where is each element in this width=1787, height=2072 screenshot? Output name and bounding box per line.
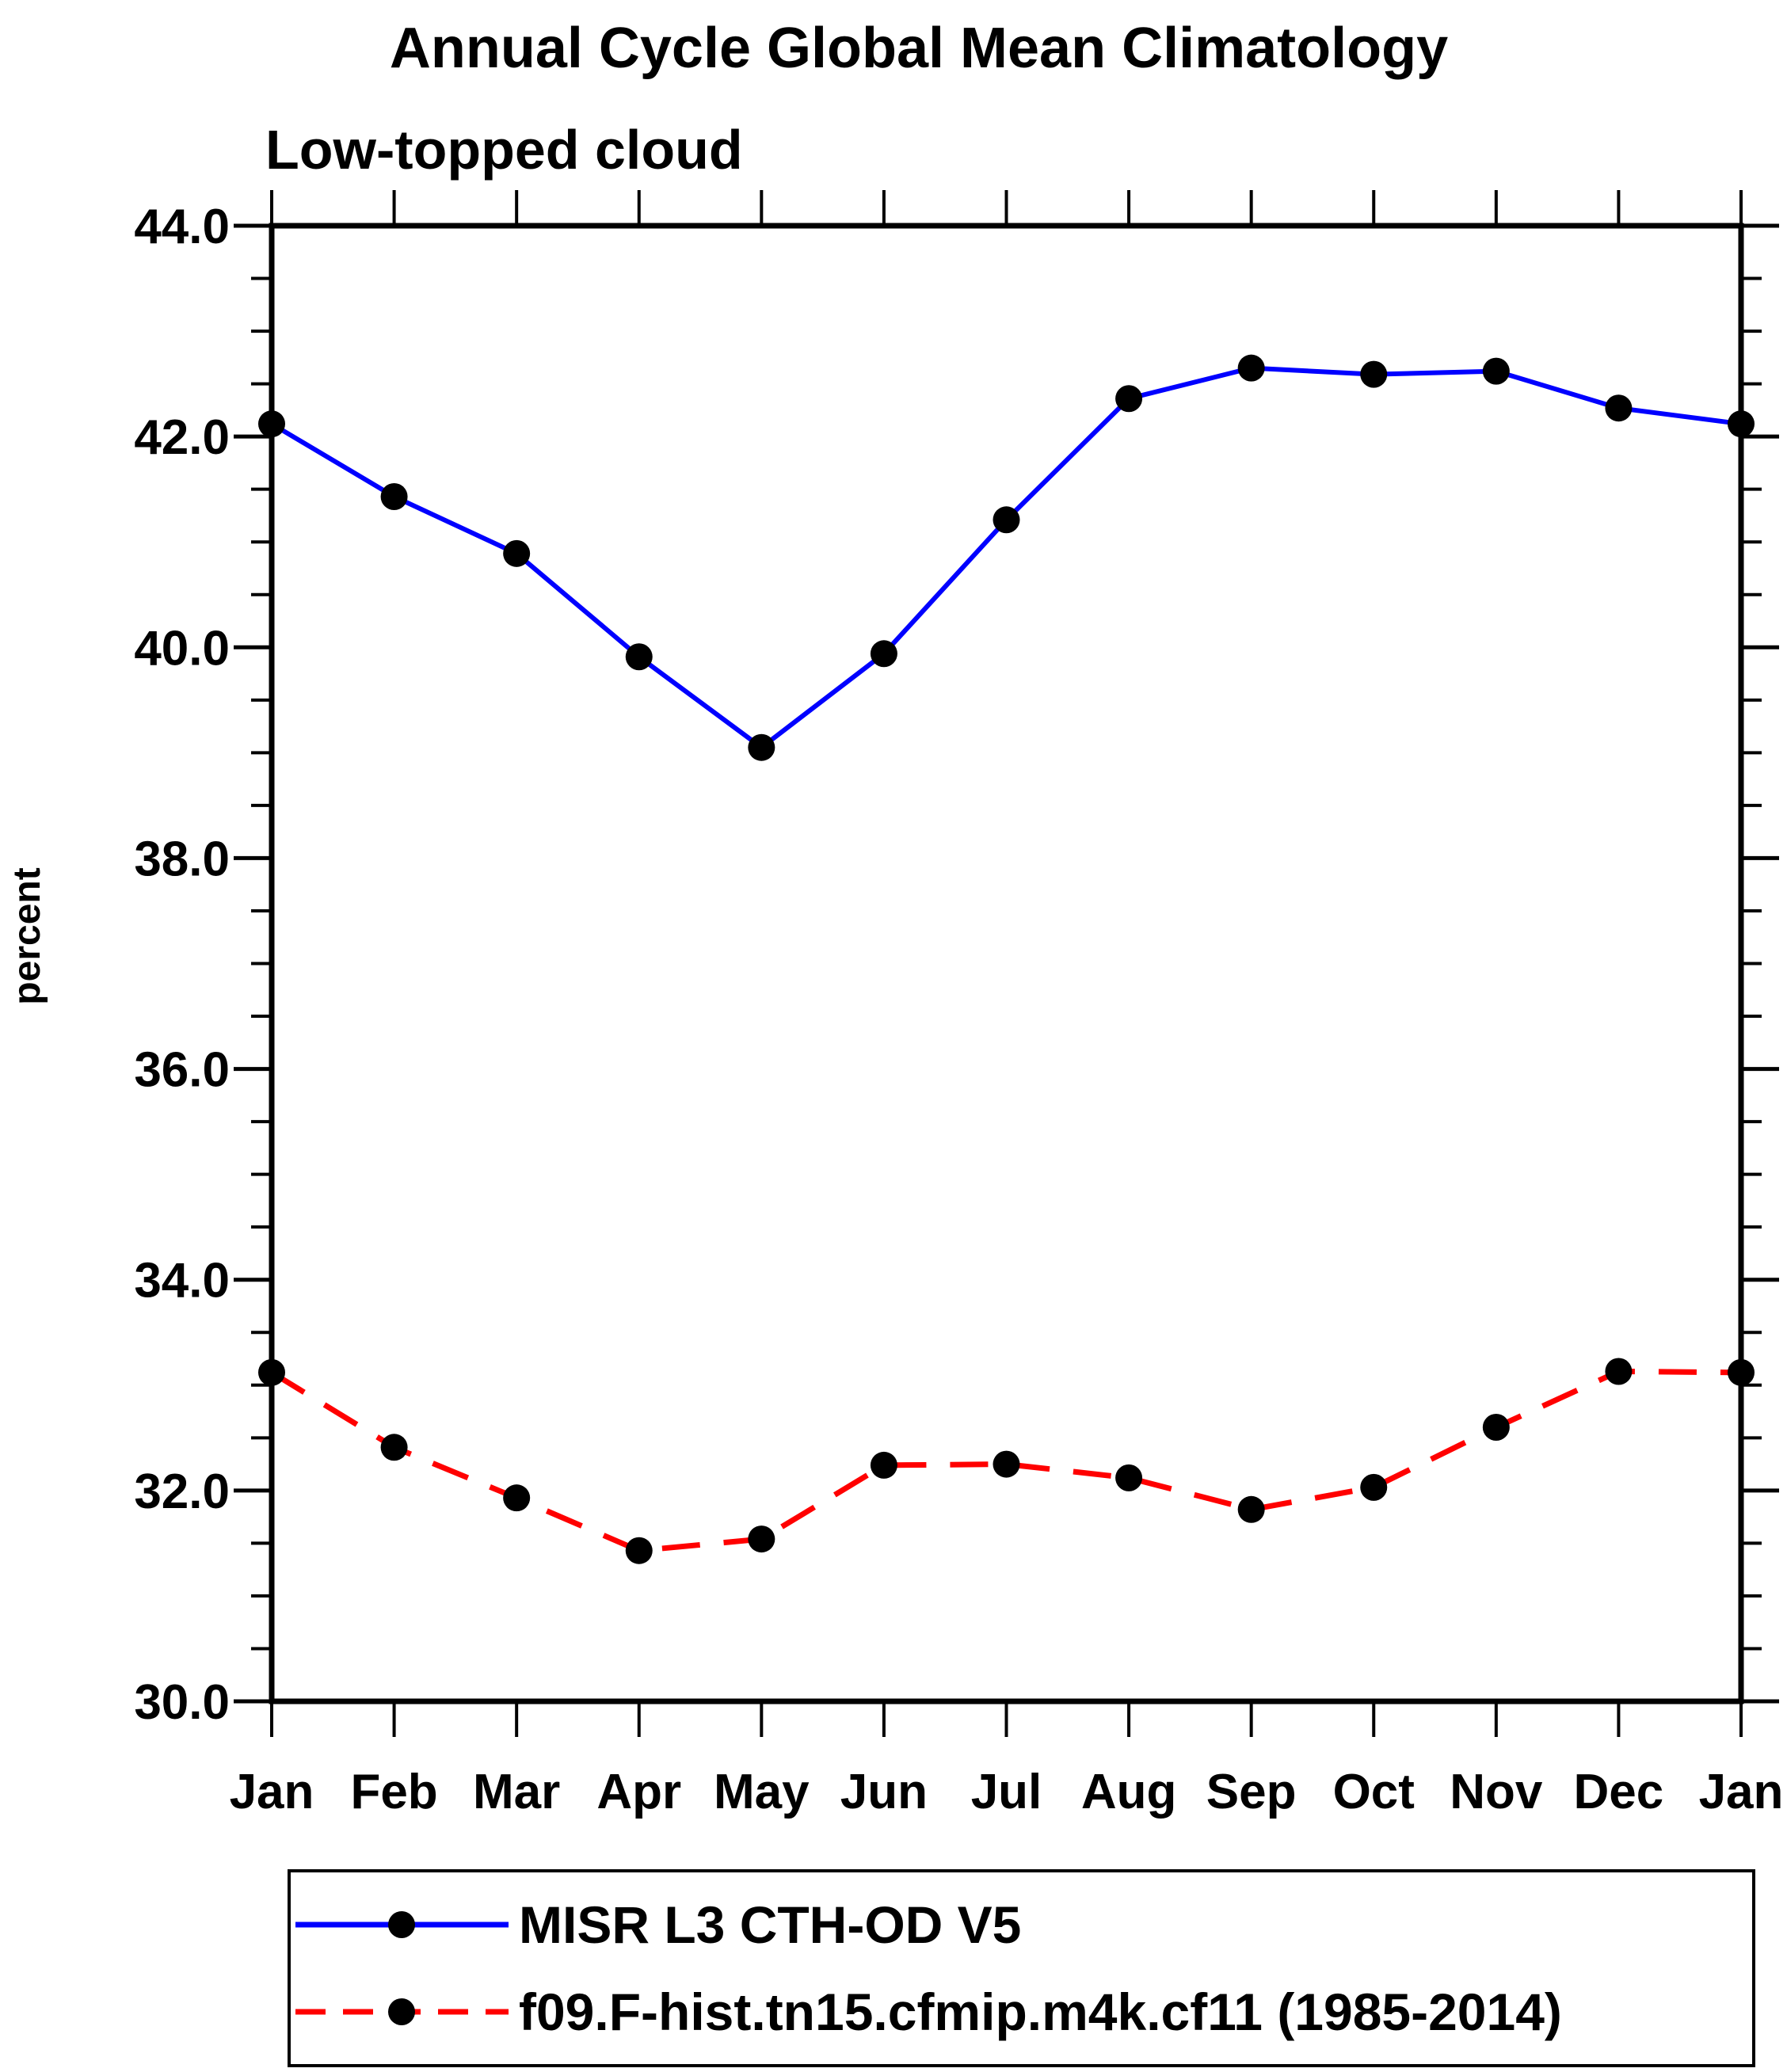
x-tick-label: Aug — [1081, 1765, 1177, 1819]
data-series — [258, 354, 1755, 1564]
data-point-marker — [993, 1450, 1020, 1478]
chart-subtitle: Low-topped cloud — [265, 119, 743, 181]
data-point-marker — [503, 539, 531, 567]
axis-ticks — [234, 190, 1779, 1737]
legend-label-model: f09.F-hist.tn15.cfmip.m4k.cf11 (1985-201… — [519, 1982, 1562, 2041]
y-tick-label: 32.0 — [134, 1464, 230, 1519]
data-point-marker — [380, 482, 408, 510]
x-tick-label: Dec — [1574, 1765, 1664, 1819]
y-tick-label: 38.0 — [134, 832, 230, 886]
y-tick-labels: 30.0 32.0 34.0 36.0 38.0 40.0 42.0 44.0 — [134, 200, 230, 1730]
x-tick-labels: Jan Feb Mar Apr May Jun Jul Aug Sep Oct Nov Dec Jan — [230, 1765, 1784, 1819]
y-tick-label: 30.0 — [134, 1675, 230, 1730]
y-tick-label: 36.0 — [134, 1043, 230, 1098]
x-tick-label: Mar — [473, 1765, 560, 1819]
data-point-marker — [1237, 1495, 1265, 1523]
y-tick-label: 34.0 — [134, 1254, 230, 1308]
data-point-marker — [870, 1451, 897, 1479]
chart-title: Annual Cycle Global Mean Climatology — [390, 17, 1448, 80]
data-point-marker — [1605, 394, 1633, 422]
data-point-marker — [1360, 1473, 1388, 1501]
plot-frame — [269, 223, 1744, 1704]
y-tick-label: 44.0 — [134, 200, 230, 254]
legend-marker-dot — [388, 1998, 415, 2025]
legend-entry-misr: MISR L3 CTH-OD V5 — [295, 1895, 1021, 1954]
y-tick-label: 40.0 — [134, 621, 230, 676]
data-point-marker — [870, 640, 897, 668]
data-point-marker — [1605, 1358, 1633, 1385]
data-point-marker — [1482, 1414, 1510, 1442]
y-tick-label: 42.0 — [134, 410, 230, 465]
data-point-marker — [748, 1525, 775, 1553]
legend-marker-dot — [388, 1911, 415, 1938]
x-tick-label: Jan — [230, 1765, 314, 1819]
x-tick-label: Nov — [1450, 1765, 1543, 1819]
data-point-marker — [625, 643, 653, 671]
data-point-marker — [1482, 357, 1510, 385]
x-tick-label: Sep — [1206, 1765, 1297, 1819]
legend: MISR L3 CTH-OD V5 f09.F-hist.tn15.cfmip.… — [288, 1869, 1755, 2067]
data-point-marker — [1115, 385, 1143, 413]
x-tick-label: Jan — [1699, 1765, 1784, 1819]
data-point-marker — [503, 1484, 531, 1512]
x-tick-label: Apr — [596, 1765, 681, 1819]
x-tick-label: Jun — [840, 1765, 928, 1819]
data-point-marker — [380, 1434, 408, 1461]
legend-box — [288, 1869, 1755, 2067]
y-axis-title: percent — [6, 867, 48, 1004]
data-point-marker — [1115, 1464, 1143, 1491]
series-line-misr — [270, 365, 1742, 751]
data-point-marker — [625, 1537, 653, 1564]
x-tick-label: May — [714, 1765, 810, 1819]
legend-entry-model: f09.F-hist.tn15.cfmip.m4k.cf11 (1985-201… — [295, 1982, 1562, 2041]
x-tick-label: Oct — [1333, 1765, 1415, 1819]
x-tick-label: Jul — [971, 1765, 1042, 1819]
data-point-marker — [1237, 354, 1265, 382]
data-point-marker — [1360, 360, 1388, 388]
data-point-marker — [993, 506, 1020, 534]
legend-label-misr: MISR L3 CTH-OD V5 — [519, 1895, 1021, 1954]
x-tick-label: Feb — [350, 1765, 437, 1819]
data-point-marker — [748, 733, 775, 761]
